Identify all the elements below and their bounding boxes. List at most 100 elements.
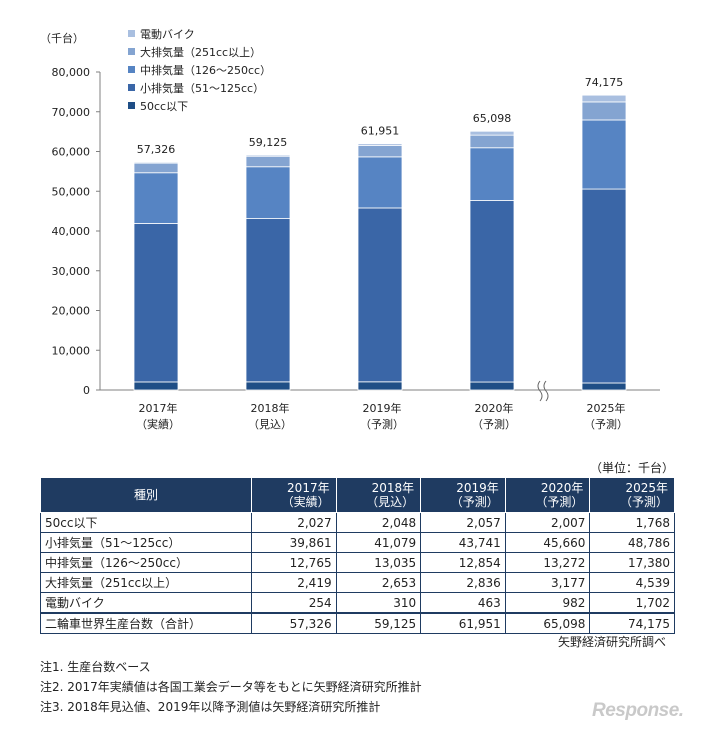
legend-swatch	[128, 30, 135, 37]
y-tick-label: 0	[83, 384, 90, 397]
y-tick-label: 30,000	[52, 265, 91, 278]
table-cell: 2,007	[504, 512, 591, 533]
y-tick-label: 60,000	[52, 146, 91, 159]
table-header-year: 2020年 （予測）	[504, 477, 591, 513]
table-row-label: 中排気量（126〜250cc）	[40, 552, 252, 573]
table-cell: 12,854	[420, 552, 506, 573]
x-tick-label-year: 2025年	[587, 401, 626, 415]
table-cell: 2,027	[251, 512, 337, 533]
axis-break-mark	[543, 380, 549, 402]
y-tick-label: 20,000	[52, 305, 91, 318]
table-cell: 59,125	[335, 612, 422, 634]
table-cell: 2,836	[420, 572, 506, 593]
bar-segment	[357, 143, 403, 146]
table-cell: 2,057	[420, 512, 506, 533]
table-header-kind: 種別	[40, 477, 252, 513]
bar-total-label: 65,098	[473, 112, 512, 125]
table-cell: 41,079	[335, 532, 422, 553]
bar-segment	[469, 130, 515, 136]
table-cell: 57,326	[251, 612, 337, 634]
table-cell: 43,741	[420, 532, 506, 553]
bar-segment	[469, 134, 515, 149]
table-header-line: （見込）	[366, 495, 415, 509]
chart-bars	[133, 94, 627, 391]
x-tick-label-year: 2018年	[251, 401, 290, 415]
table-cell: 39,861	[251, 532, 337, 553]
table-row-label: 小排気量（51〜125cc）	[40, 532, 252, 553]
table-cell: 12,765	[251, 552, 337, 573]
x-tick-label-year: 2017年	[139, 401, 178, 415]
legend-swatch	[128, 48, 135, 55]
legend-swatch	[128, 66, 135, 73]
source-note: 矢野経済研究所調べ	[558, 635, 667, 649]
response-logo: Response.	[592, 700, 684, 721]
bar-segment	[357, 145, 403, 158]
y-tick-label: 10,000	[52, 344, 91, 357]
table-header-line: （予測）	[619, 495, 668, 509]
bar-segment	[245, 166, 291, 219]
legend-swatch	[128, 84, 135, 91]
bar-segment	[581, 119, 627, 190]
table-row: 電動バイク 254 310 463 982 1,702	[40, 592, 675, 614]
table-header-line: （予測）	[535, 495, 584, 509]
table-cell: 463	[420, 592, 506, 614]
bar-segment	[133, 162, 179, 174]
bar-segment	[581, 382, 627, 391]
table-cell: 45,660	[504, 532, 591, 553]
chart-labels: 57,326 2017年 （実績） 59,125 2018年 （見込） 61,951 2019…	[136, 76, 628, 431]
bar-total-label: 61,951	[361, 125, 400, 138]
axis-break-mark	[537, 380, 543, 402]
table-cell: 982	[504, 592, 591, 614]
table-cell: 13,272	[504, 552, 591, 573]
table-cell: 17,380	[589, 552, 675, 573]
chart-axes: 0 10,000 20,000 30,000 40,000 50,000 60,000 70,…	[40, 31, 660, 402]
bar-segment	[245, 381, 291, 391]
table-header-line: （実績）	[281, 495, 330, 509]
table-cell: 13,035	[335, 552, 422, 573]
table-cell: 61,951	[420, 612, 506, 634]
x-tick-label-status: （予測）	[472, 417, 516, 431]
stacked-bar-chart: 0 10,000 20,000 30,000 40,000 50,000 60,000 70,…	[40, 27, 660, 431]
table-row: 小排気量（51〜125cc） 39,861 41,079 43,741 45,660 48…	[40, 532, 675, 553]
bar-segment	[133, 161, 179, 164]
legend-label: 電動バイク	[140, 27, 195, 41]
y-unit-label: （千台）	[40, 31, 84, 45]
table-cell: 65,098	[504, 612, 591, 634]
table-row-label: 二輪車世界生産台数（合計）	[40, 612, 252, 634]
x-tick-label-status: （見込）	[248, 418, 292, 431]
bar-segment	[245, 155, 291, 168]
bar-segment	[133, 172, 179, 224]
table-header-line: 2025年	[625, 481, 668, 495]
table-row: 50cc以下 2,027 2,048 2,057 2,007 1,768	[40, 512, 675, 533]
table-header-line: 2019年	[456, 481, 499, 495]
bar-total-label: 74,175	[585, 76, 624, 89]
table-cell: 310	[335, 592, 422, 614]
table-header-line: 2020年	[540, 481, 584, 495]
table-row-label: 電動バイク	[40, 592, 252, 614]
bar-segment	[357, 207, 403, 383]
table-row: 中排気量（126〜250cc） 12,765 13,035 12,854 13,272 1…	[40, 552, 675, 573]
bar-segment	[469, 381, 515, 391]
legend-label: 中排気量（126〜250cc）	[140, 63, 271, 77]
x-tick-label-year: 2019年	[363, 401, 402, 415]
table-header-line: 2017年	[287, 481, 330, 495]
table-row-label: 大排気量（251cc以上）	[40, 572, 252, 593]
x-tick-label-status: （予測）	[584, 417, 628, 431]
bar-segment	[245, 154, 291, 157]
bar-segment	[245, 218, 291, 383]
x-tick-label-status: （実績）	[136, 417, 180, 431]
table-header-year: 2017年 （実績）	[251, 477, 337, 513]
bar-segment	[469, 200, 515, 383]
table-cell: 2,653	[335, 572, 422, 593]
legend-label: 小排気量（51〜125cc）	[140, 81, 264, 95]
legend-swatch	[128, 102, 135, 109]
table-header-year: 2025年 （予測）	[589, 477, 675, 513]
bar-total-label: 57,326	[137, 143, 176, 156]
bar-segment	[469, 147, 515, 201]
table-row-label: 50cc以下	[40, 512, 252, 533]
bar-segment	[357, 156, 403, 209]
y-tick-label: 50,000	[52, 185, 91, 198]
footnote-line: 注2. 2017年実績値は各国工業会データ等をもとに矢野経済研究所推計	[40, 680, 422, 694]
table-header-year: 2019年 （予測）	[420, 477, 506, 513]
